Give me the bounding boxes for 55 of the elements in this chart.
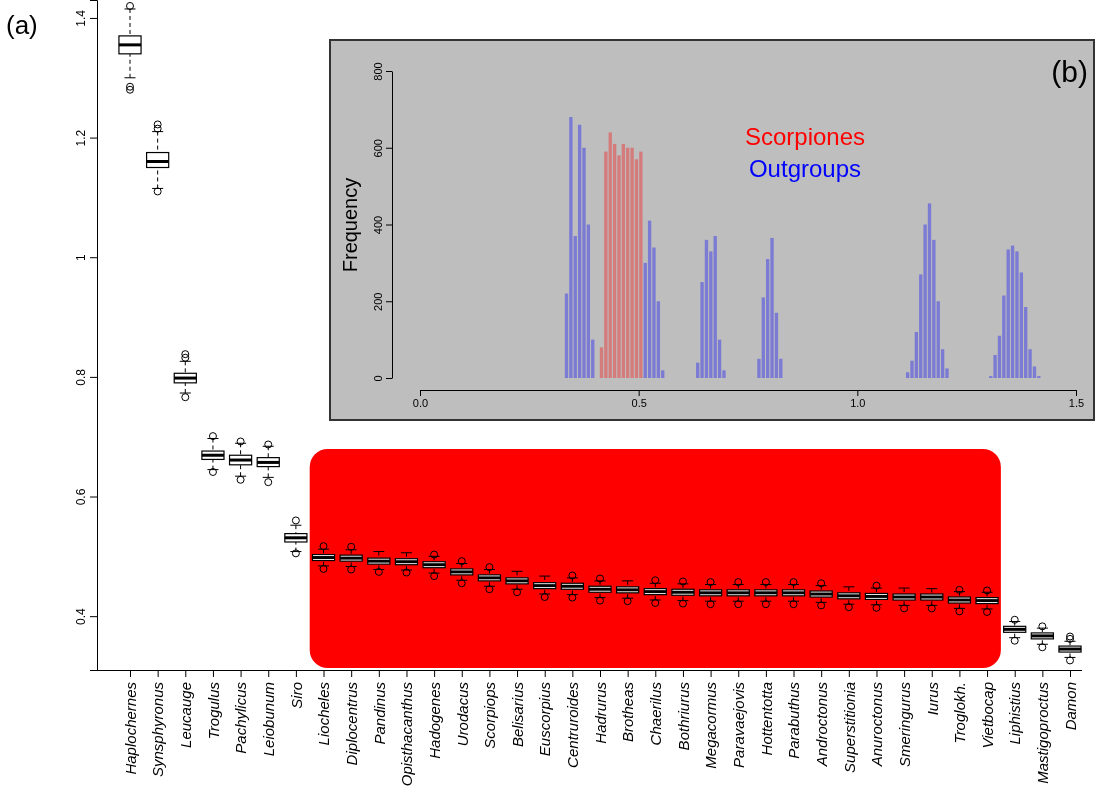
x-tick-label: 1.5 [1068, 396, 1085, 409]
x-tick-label: Synsphyronus [149, 681, 167, 778]
x-tick-label: Leiobunum [259, 682, 277, 757]
x-tick-label: Anuroctonus [868, 681, 886, 768]
x-tick-label: Centruroides [564, 681, 582, 768]
y-tick-label: 0.4 [74, 608, 88, 625]
y-tick-label: 400 [372, 215, 384, 235]
y-tick-label: 0.6 [74, 488, 88, 506]
text: Scorpiones [744, 123, 866, 150]
x-tick-label: Troglokh. [951, 682, 969, 744]
y-tick-label: 1.2 [74, 129, 88, 147]
x-tick-label: Urodacus [453, 681, 471, 747]
x-tick-label: Liocheles [315, 681, 333, 746]
x-tick-label: Paravaejovis [729, 681, 747, 768]
x-tick-label: Pachylicus [232, 681, 250, 754]
x-tick-label: Hadrurus [591, 681, 609, 744]
x-tick-label: Scorpiops [481, 681, 499, 749]
y-tick-label: 800 [372, 62, 384, 81]
x-tick-label: 1.0 [850, 396, 866, 409]
x-tick-label: Leucauge [177, 682, 195, 748]
x-tick-label: Damon [1061, 682, 1079, 731]
x-tick-label: Trogulus [204, 681, 222, 740]
chart-title: (b) [1051, 55, 1088, 88]
x-tick-label: Haplochernes [121, 681, 139, 775]
x-tick-label: Mastigoproctus [1034, 681, 1052, 784]
y-tick-label: 0 [372, 375, 384, 382]
x-tick-label: Diplocentrus [342, 681, 360, 766]
y-tick-label: 600 [372, 139, 384, 158]
y-tick-label: 1.4 [74, 9, 88, 27]
text: Outgroups [748, 155, 862, 182]
x-tick-label: Chaerilus [647, 681, 665, 746]
x-tick-label: Parabuthus [785, 681, 803, 759]
x-tick-label: Iurus [923, 681, 941, 716]
x-tick-label: Brotheas [619, 681, 637, 743]
x-tick-label: Belisarius [508, 681, 526, 748]
x-tick-label: Bothriurus [674, 681, 692, 751]
x-tick-label: Siro [287, 682, 305, 709]
y-tick-label: 0.8 [74, 368, 88, 386]
x-tick-label: Vietbocap [978, 682, 996, 749]
x-tick-label: Liphistius [1006, 681, 1024, 745]
x-tick-label: 0.5 [631, 396, 647, 409]
x-tick-label: Hadogenes [425, 681, 443, 759]
x-tick-label: Superstitionia [840, 682, 858, 773]
y-tick-label: 1 [74, 254, 88, 262]
chart-title: (a) [6, 10, 38, 40]
x-tick-label: Euscorpius [536, 681, 554, 757]
x-tick-label: Megacormus [702, 681, 720, 769]
x-tick-label: Opisthacanthus [398, 681, 416, 787]
x-tick-label: Androctonus [812, 681, 830, 768]
x-tick-label: Hottentotta [757, 682, 775, 756]
y-axis-title: Frequency [339, 177, 361, 273]
x-tick-label: Pandinus [370, 681, 388, 745]
x-tick-label: 0.0 [412, 396, 429, 409]
y-tick-label: 200 [372, 292, 384, 311]
x-tick-label: Smeringurus [895, 681, 913, 768]
